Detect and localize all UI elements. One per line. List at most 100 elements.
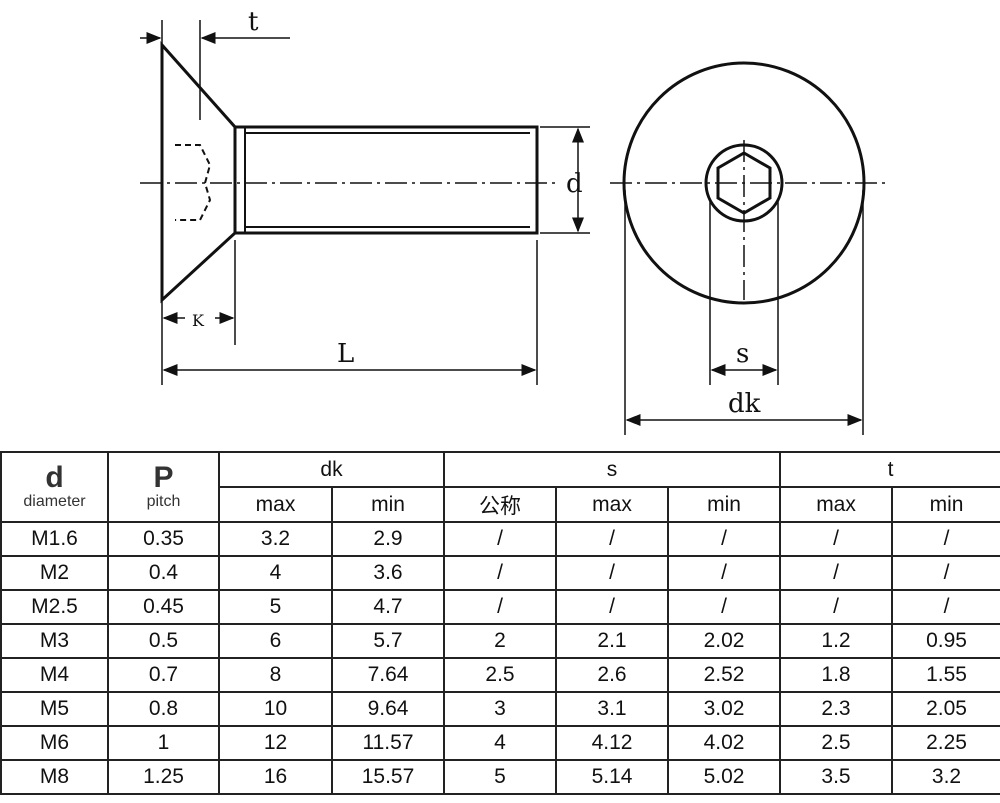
table-cell: M8 — [0, 759, 109, 795]
table-cell: 2.9 — [331, 521, 445, 557]
table-cell: 2.3 — [779, 691, 894, 727]
table-cell: 16 — [218, 759, 333, 795]
table-cell: 2.1 — [555, 623, 669, 659]
table-cell: 10 — [218, 691, 333, 727]
table-cell: / — [891, 589, 1000, 625]
table-cell: 4 — [218, 555, 333, 591]
table-cell: 3.02 — [666, 691, 782, 727]
table-row: M1.6 0.35 3.2 2.9// / / / — [0, 521, 1000, 557]
label-dk: dk — [728, 389, 761, 419]
table-cell: 4 — [443, 725, 557, 761]
header-dk: dk — [218, 451, 445, 488]
table-cell: 5.7 — [331, 623, 445, 659]
table-cell: / — [666, 589, 782, 625]
screw-drawing: t d K L s dk — [140, 7, 885, 435]
header-s: s — [442, 451, 782, 488]
table-cell: 0.45 — [107, 589, 220, 625]
table-cell: M6 — [0, 725, 109, 761]
table-cell: 5.02 — [666, 759, 782, 795]
header-s-max: max — [555, 486, 669, 523]
table-cell: 0.8 — [107, 691, 220, 727]
table-row: M4 0.7 8 7.64 2.5 2.6 2.52 1.8 1.55 — [0, 657, 1000, 693]
table-cell: / — [443, 589, 557, 625]
top-view — [610, 61, 885, 435]
table-cell: 1.25 — [107, 759, 220, 795]
table-cell: / — [555, 589, 669, 625]
table-cell: 7.64 — [331, 657, 445, 693]
table-cell: 3 — [443, 691, 557, 727]
table-row: M6 1 12 11.57 4 4.12 4.02 2.5 2.25 — [0, 725, 1000, 761]
table-cell: 3.2 — [218, 521, 333, 557]
table-cell: 2.5 — [779, 725, 894, 761]
label-t: t — [248, 7, 259, 37]
table-row: M5 0.8 10 9.64 3 3.1 3.02 2.3 2.05 — [0, 691, 1000, 727]
table-cell: / — [666, 555, 782, 591]
table-cell: 3.6 — [331, 555, 445, 591]
dimension-lines — [140, 20, 590, 385]
side-view — [160, 41, 539, 304]
table-cell: M5 — [0, 691, 109, 727]
table-cell: M3 — [0, 623, 109, 659]
table-cell: 12 — [218, 725, 333, 761]
table-cell: 3.5 — [779, 759, 894, 795]
table-cell: / — [891, 555, 1000, 591]
table-cell: 0.7 — [107, 657, 220, 693]
table-cell: 2.02 — [666, 623, 782, 659]
table-cell: 2.25 — [891, 725, 1000, 761]
table-cell: 8 — [218, 657, 333, 693]
table-cell: 1.55 — [891, 657, 1000, 693]
table-cell: / — [891, 521, 1000, 557]
table-cell: 2.5 — [443, 657, 557, 693]
table-cell: 2.05 — [891, 691, 1000, 727]
header-s-min: min — [666, 486, 782, 523]
header-t-min: min — [891, 486, 1000, 523]
table-cell: 4.7 — [331, 589, 445, 625]
table-cell: / — [555, 555, 669, 591]
table-cell: 3.2 — [891, 759, 1000, 795]
table-cell: 2.52 — [666, 657, 782, 693]
label-s: s — [736, 339, 749, 369]
header-dk-min: min — [331, 486, 445, 523]
table-cell: 5.14 — [555, 759, 669, 795]
table-cell: 5 — [443, 759, 557, 795]
table-cell: 4.12 — [555, 725, 669, 761]
table-cell: 0.35 — [107, 521, 220, 557]
table-cell: M1.6 — [0, 521, 109, 557]
table-cell: / — [779, 521, 894, 557]
table-cell: 3.1 — [555, 691, 669, 727]
table-cell: 6 — [218, 623, 333, 659]
table-cell: 5 — [218, 589, 333, 625]
table-cell: / — [779, 589, 894, 625]
table-cell: 2 — [443, 623, 557, 659]
table-cell: / — [555, 521, 669, 557]
table-cell: 1.8 — [779, 657, 894, 693]
table-cell: M4 — [0, 657, 109, 693]
table-cell: 2.6 — [555, 657, 669, 693]
table-row: M2 0.4 4 3.6// / / / — [0, 555, 1000, 591]
label-d: d — [566, 169, 583, 199]
table-cell: / — [666, 521, 782, 557]
table-cell: 0.95 — [891, 623, 1000, 659]
table-cell: 0.4 — [107, 555, 220, 591]
table-row: M8 1.25 16 15.57 5 5.14 5.02 3.5 3.2 — [0, 759, 1000, 795]
table-row: M2.5 0.45 5 4.7// / / / — [0, 589, 1000, 625]
table-cell: 11.57 — [331, 725, 445, 761]
table-cell: 0.5 — [107, 623, 220, 659]
table-row: M3 0.5 6 5.7 2 2.1 2.02 1.2 0.95 — [0, 623, 1000, 659]
header-t: t — [779, 451, 1000, 488]
header-dk-max: max — [218, 486, 333, 523]
table-cell: 1.2 — [779, 623, 894, 659]
table-cell: M2 — [0, 555, 109, 591]
table-cell: M2.5 — [0, 589, 109, 625]
label-l: L — [337, 339, 354, 369]
table-cell: 15.57 — [331, 759, 445, 795]
table-cell: 4.02 — [666, 725, 782, 761]
header-s-nominal: 公称 — [443, 486, 557, 523]
header-t-max: max — [779, 486, 894, 523]
table-cell: 1 — [107, 725, 220, 761]
label-k: K — [192, 311, 205, 330]
table-cell: / — [779, 555, 894, 591]
header-diameter: d diameter — [0, 451, 109, 523]
